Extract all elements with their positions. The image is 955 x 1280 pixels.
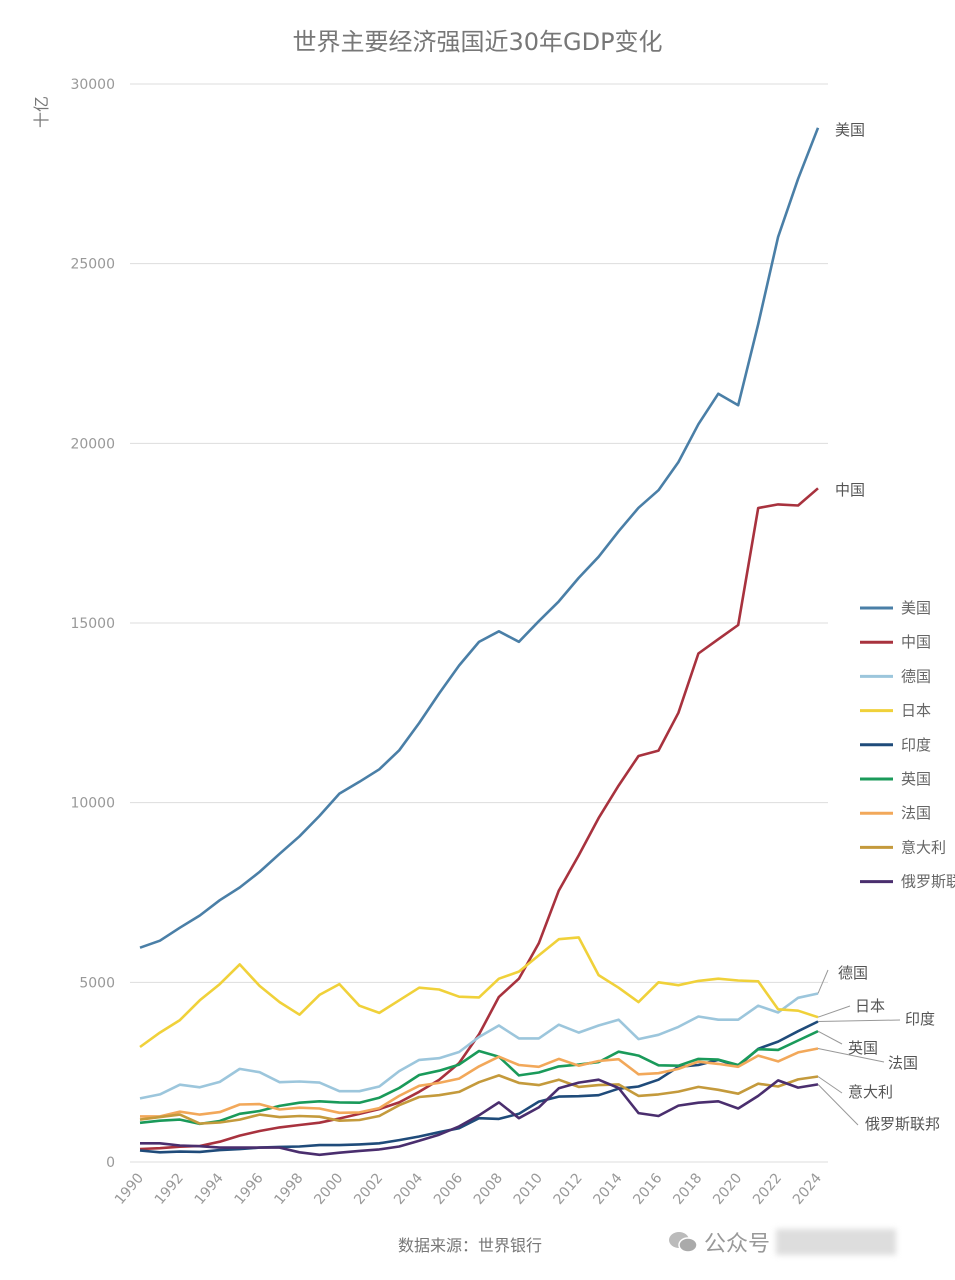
x-tick-label: 2008 bbox=[471, 1170, 506, 1208]
end-label: 印度 bbox=[905, 1010, 935, 1028]
end-label: 德国 bbox=[838, 964, 868, 982]
wechat-icon bbox=[669, 1232, 698, 1253]
x-tick-label: 2012 bbox=[551, 1170, 586, 1208]
series-line-中国 bbox=[139, 487, 819, 1151]
x-tick-label: 2004 bbox=[391, 1170, 426, 1208]
series-line-俄罗斯联邦 bbox=[140, 1078, 819, 1157]
leader-line bbox=[817, 1019, 901, 1023]
x-tick-label: 2014 bbox=[590, 1170, 625, 1208]
series-line-德国 bbox=[139, 992, 819, 1100]
legend-label: 德国 bbox=[901, 667, 931, 685]
series-line-英国 bbox=[139, 1030, 819, 1126]
end-label: 英国 bbox=[848, 1039, 878, 1057]
x-tick-label: 1998 bbox=[271, 1170, 306, 1208]
watermark-text: 公众号 bbox=[704, 1232, 771, 1257]
leader-line bbox=[817, 1005, 851, 1018]
leader-line bbox=[817, 1030, 843, 1045]
x-tick-label: 1994 bbox=[192, 1170, 227, 1208]
x-tick-label: 2020 bbox=[710, 1170, 745, 1208]
x-tick-label: 2000 bbox=[311, 1170, 346, 1208]
y-tick-label: 15000 bbox=[70, 616, 115, 632]
end-label: 日本 bbox=[855, 997, 885, 1015]
x-tick-label: 1996 bbox=[232, 1170, 267, 1208]
x-tick-label: 2006 bbox=[431, 1170, 466, 1208]
blurred-account-name bbox=[776, 1229, 897, 1255]
series-line-意大利 bbox=[139, 1074, 819, 1125]
x-tick-label: 2022 bbox=[750, 1170, 785, 1208]
leader-line bbox=[817, 1076, 843, 1094]
end-label: 俄罗斯联邦 bbox=[865, 1115, 940, 1133]
end-label: 中国 bbox=[835, 481, 865, 499]
data-source: 数据来源：世界银行 bbox=[398, 1236, 543, 1255]
x-tick-label: 2002 bbox=[351, 1170, 386, 1208]
y-tick-label: 20000 bbox=[70, 436, 115, 452]
legend-label: 美国 bbox=[901, 599, 931, 617]
y-tick-label: 0 bbox=[106, 1155, 115, 1171]
y-tick-label: 25000 bbox=[70, 257, 115, 273]
y-tick-label: 10000 bbox=[70, 796, 115, 812]
x-tick-label: 1992 bbox=[152, 1170, 187, 1208]
leader-line bbox=[817, 969, 829, 994]
series-line-印度 bbox=[139, 1020, 819, 1154]
y-tick-label: 30000 bbox=[70, 77, 115, 93]
legend-label: 意大利 bbox=[901, 838, 946, 856]
end-label: 意大利 bbox=[848, 1083, 893, 1101]
legend-label: 俄罗斯联邦 bbox=[901, 873, 955, 891]
legend-label: 法国 bbox=[901, 804, 931, 822]
x-tick-label: 2018 bbox=[670, 1170, 705, 1208]
watermark: 公众号 bbox=[668, 1226, 897, 1258]
legend-label: 英国 bbox=[901, 770, 931, 788]
legend-label: 中国 bbox=[901, 633, 931, 651]
x-tick-label: 2024 bbox=[790, 1170, 825, 1208]
leader-line bbox=[817, 1084, 859, 1126]
x-tick-label: 2010 bbox=[511, 1170, 546, 1208]
x-tick-label: 1990 bbox=[112, 1170, 147, 1208]
leader-line bbox=[817, 1047, 885, 1063]
series-line-日本 bbox=[139, 936, 819, 1049]
y-tick-label: 5000 bbox=[79, 975, 115, 991]
series-line-法国 bbox=[140, 1047, 819, 1118]
chart-title: 世界主要经济强国近30年GDP变化 bbox=[292, 28, 663, 56]
legend-label: 印度 bbox=[901, 736, 931, 754]
x-tick-label: 2016 bbox=[630, 1170, 665, 1208]
end-label: 法国 bbox=[888, 1054, 918, 1072]
end-label: 美国 bbox=[835, 121, 865, 139]
series-line-美国 bbox=[139, 127, 820, 949]
legend-label: 日本 bbox=[901, 702, 931, 720]
